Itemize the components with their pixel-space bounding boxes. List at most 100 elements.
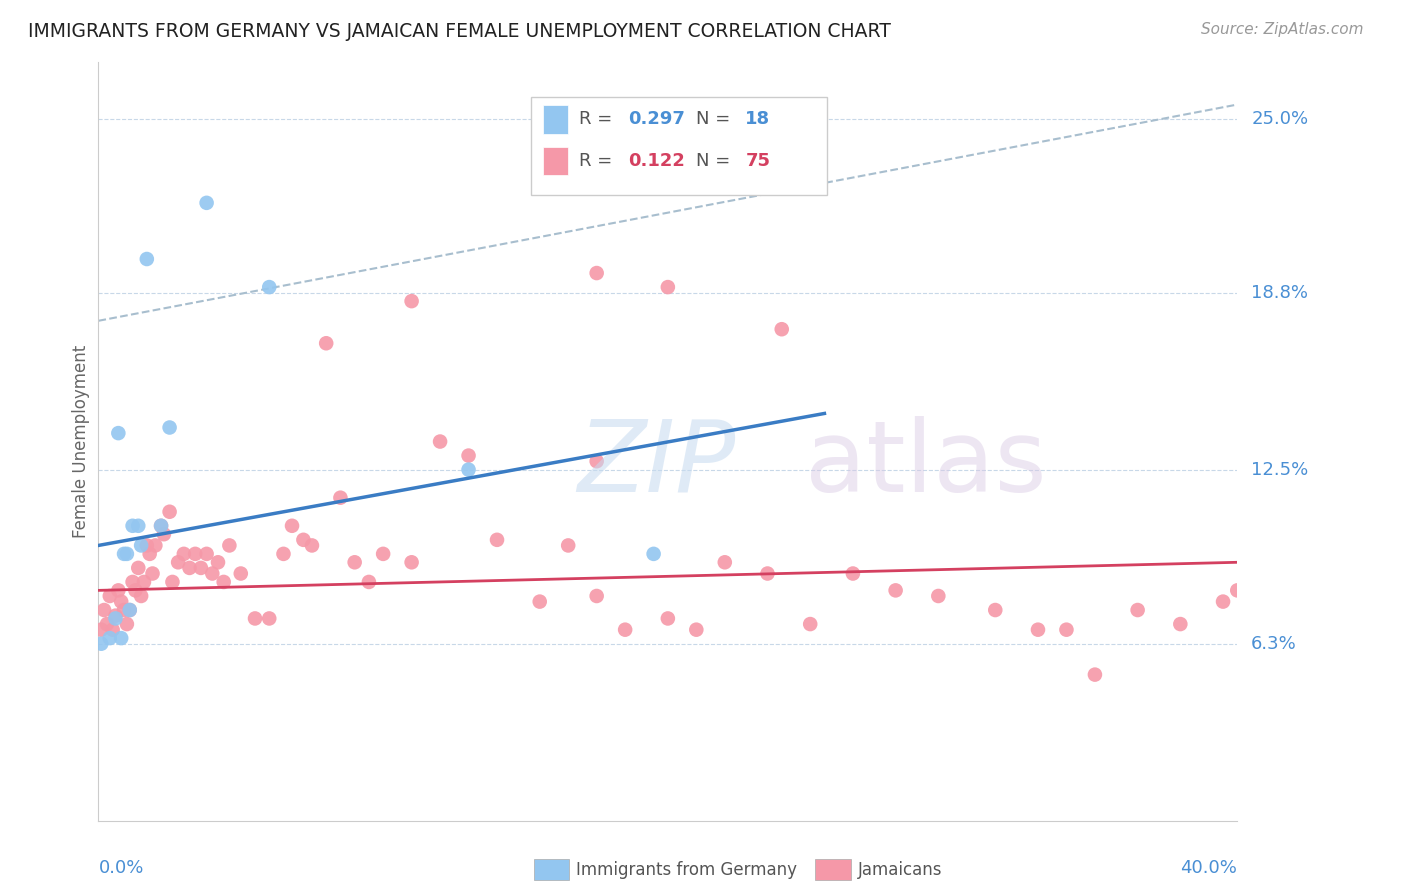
Text: Immigrants from Germany: Immigrants from Germany [576, 861, 797, 879]
Point [343, 555, 366, 569]
Y-axis label: Female Unemployment: Female Unemployment [72, 345, 90, 538]
Point [585, 589, 607, 603]
Text: Source: ZipAtlas.com: Source: ZipAtlas.com [1201, 22, 1364, 37]
Point [201, 566, 224, 581]
Point [657, 611, 679, 625]
Point [129, 538, 152, 552]
Point [585, 266, 607, 280]
Point [557, 538, 579, 552]
Point [486, 533, 509, 547]
Point [118, 603, 141, 617]
Text: 18: 18 [745, 111, 770, 128]
Point [173, 547, 195, 561]
Point [292, 533, 315, 547]
Point [218, 538, 240, 552]
Point [115, 547, 138, 561]
Point [159, 505, 181, 519]
Point [259, 611, 281, 625]
FancyBboxPatch shape [531, 96, 827, 195]
Point [243, 611, 266, 625]
Text: 25.0%: 25.0% [1251, 110, 1309, 128]
Point [93, 603, 115, 617]
Point [1056, 623, 1078, 637]
Point [529, 594, 551, 608]
Point [685, 623, 707, 637]
Point [281, 518, 304, 533]
Text: N =: N = [696, 111, 737, 128]
Text: 40.0%: 40.0% [1181, 858, 1237, 877]
Text: 75: 75 [745, 152, 770, 170]
Point [141, 566, 163, 581]
Point [259, 280, 281, 294]
Point [121, 574, 143, 589]
Point [90, 637, 112, 651]
Point [115, 617, 138, 632]
Point [614, 623, 637, 637]
Point [101, 623, 124, 637]
Point [207, 555, 229, 569]
Bar [543, 105, 568, 134]
Point [195, 547, 218, 561]
Point [138, 547, 160, 561]
Point [927, 589, 949, 603]
Point [329, 491, 352, 505]
Point [129, 589, 152, 603]
Text: 0.122: 0.122 [628, 152, 685, 170]
Point [1084, 667, 1107, 681]
Point [357, 574, 380, 589]
Text: R =: R = [579, 111, 619, 128]
Point [162, 574, 184, 589]
Point [107, 426, 129, 441]
Point [98, 589, 121, 603]
Point [90, 623, 112, 637]
Point [657, 280, 679, 294]
Point [301, 538, 323, 552]
Point [457, 462, 479, 476]
Text: IMMIGRANTS FROM GERMANY VS JAMAICAN FEMALE UNEMPLOYMENT CORRELATION CHART: IMMIGRANTS FROM GERMANY VS JAMAICAN FEMA… [28, 22, 891, 41]
Text: 18.8%: 18.8% [1251, 284, 1308, 301]
Point [799, 617, 821, 632]
Point [429, 434, 451, 449]
Point [107, 583, 129, 598]
Point [104, 608, 127, 623]
Point [132, 574, 155, 589]
Point [585, 454, 607, 468]
Point [179, 561, 201, 575]
Text: ZIP: ZIP [576, 416, 735, 513]
Point [1170, 617, 1192, 632]
Text: 0.297: 0.297 [628, 111, 685, 128]
Point [190, 561, 212, 575]
Point [184, 547, 207, 561]
Text: Jamaicans: Jamaicans [858, 861, 942, 879]
Point [124, 583, 146, 598]
Point [1212, 594, 1234, 608]
Point [127, 561, 149, 575]
Point [643, 547, 665, 561]
Text: 0.0%: 0.0% [98, 858, 143, 877]
Point [159, 420, 181, 434]
Point [135, 252, 157, 266]
Point [167, 555, 190, 569]
Point [315, 336, 337, 351]
Point [1226, 583, 1249, 598]
Point [96, 617, 118, 632]
Text: atlas: atlas [804, 416, 1046, 513]
Point [770, 322, 793, 336]
Text: 6.3%: 6.3% [1251, 635, 1296, 653]
Point [756, 566, 779, 581]
Point [110, 594, 132, 608]
Point [884, 583, 907, 598]
Point [150, 518, 173, 533]
Point [145, 538, 167, 552]
Point [273, 547, 295, 561]
Point [98, 631, 121, 645]
Point [112, 603, 135, 617]
Point [150, 518, 173, 533]
Point [401, 555, 423, 569]
Point [112, 547, 135, 561]
Point [1026, 623, 1049, 637]
Point [229, 566, 252, 581]
Point [121, 518, 143, 533]
Text: R =: R = [579, 152, 619, 170]
Text: N =: N = [696, 152, 737, 170]
